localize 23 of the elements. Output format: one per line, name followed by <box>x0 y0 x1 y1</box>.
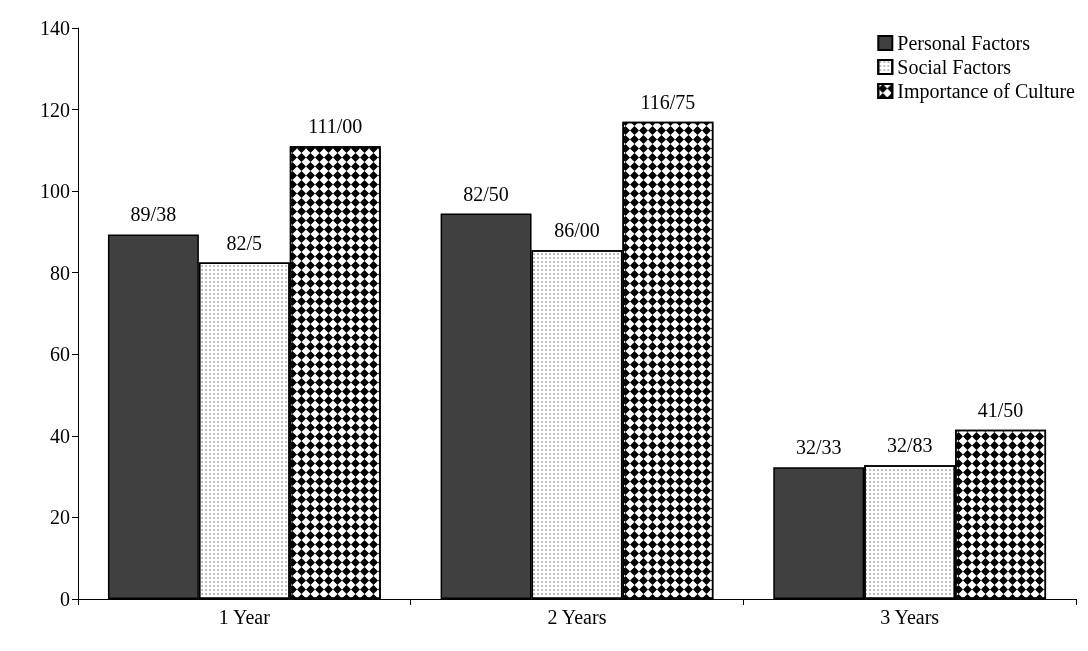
data-label: 32/83 <box>886 434 933 457</box>
y-tick-label: 140 <box>40 17 70 39</box>
x-tick-label: 1 Year <box>218 606 271 628</box>
data-label: 41/50 <box>977 398 1024 421</box>
data-label: 82/5 <box>226 231 263 254</box>
legend-label: Personal Factors <box>897 32 1031 54</box>
y-tick-label: 80 <box>50 261 70 284</box>
data-label: 111/00 <box>308 115 363 138</box>
data-label: 86/00 <box>554 219 600 242</box>
y-tick-label: 0 <box>60 588 70 610</box>
y-tick-label: 100 <box>40 180 70 203</box>
x-tick-label: 2 Years <box>547 606 607 628</box>
data-label: 89/38 <box>130 203 177 226</box>
data-label: 116/75 <box>640 90 696 113</box>
x-tick-label: 3 Years <box>880 606 940 628</box>
legend-label: Social Factors <box>897 56 1012 78</box>
data-label: 82/50 <box>463 182 509 205</box>
y-tick-label: 20 <box>50 506 70 529</box>
y-tick-label: 40 <box>50 424 70 447</box>
y-tick-label: 60 <box>50 343 70 366</box>
data-label: 32/33 <box>795 436 842 459</box>
y-tick-label: 120 <box>40 98 70 121</box>
legend-label: Importance of Culture <box>897 80 1076 103</box>
